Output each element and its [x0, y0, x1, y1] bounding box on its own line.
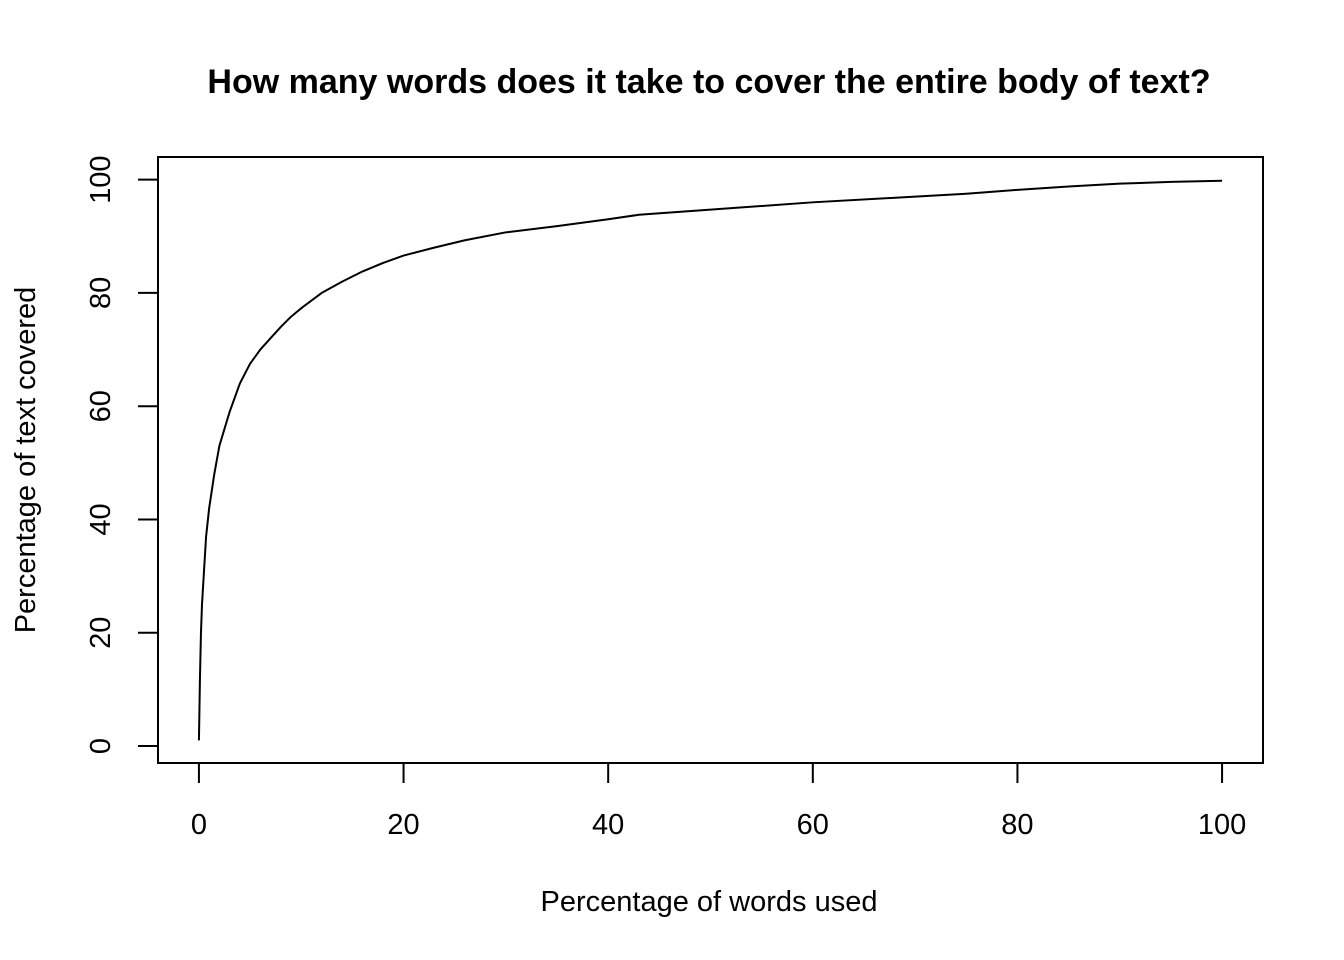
chart-title: How many words does it take to cover the… [207, 63, 1210, 101]
y-tick-label: 20 [85, 617, 117, 649]
x-tick-label: 80 [1001, 809, 1033, 841]
x-tick-label: 0 [191, 809, 207, 841]
x-axis-label: Percentage of words used [541, 886, 878, 918]
x-tick-label: 60 [797, 809, 829, 841]
series-line-1 [197, 179, 1223, 741]
x-tick-label: 100 [1198, 809, 1246, 841]
y-axis: 0 20 40 60 80 100 [85, 155, 159, 754]
x-tick-label: 20 [387, 809, 419, 841]
y-tick-label: 0 [85, 738, 117, 754]
y-axis-label: Percentage of text covered [10, 287, 42, 634]
plot-frame [157, 156, 1264, 764]
series-group [197, 179, 1223, 741]
y-tick-label: 80 [85, 277, 117, 309]
y-tick-label: 100 [85, 155, 117, 203]
y-tick-label: 60 [85, 390, 117, 422]
x-tick-label: 40 [592, 809, 624, 841]
y-tick-label: 40 [85, 503, 117, 535]
x-axis: 0 20 40 60 80 100 [191, 762, 1246, 841]
